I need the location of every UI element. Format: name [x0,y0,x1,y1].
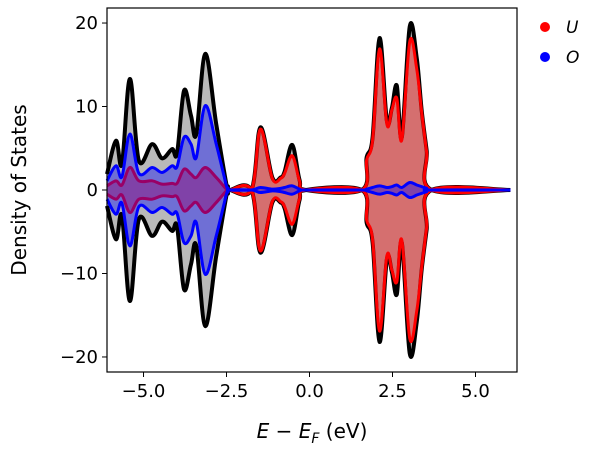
legend: U O [540,18,579,68]
x-label-sub: F [311,431,320,447]
x-axis-label: E − EF (eV) [257,419,368,447]
o-down-line [105,186,511,276]
y-tick-label: 0 [87,180,98,201]
plot-marks [105,21,511,359]
x-tick-label: −2.5 [205,381,249,402]
x-tick-label: 0.0 [295,381,324,402]
y-tick-label: 20 [75,13,98,34]
y-tick-label: −10 [60,263,98,284]
legend-marker-u [540,22,550,32]
series-u [106,37,511,343]
u-down-line [106,183,511,343]
u-up-fill [107,38,511,195]
o-up-fill [107,105,511,193]
series-o [105,104,511,276]
y-tick-label: −20 [60,347,98,368]
u-up-line [106,37,511,197]
x-tick-label: 5.0 [461,381,490,402]
legend-marker-o [540,52,550,62]
y-axis: 20 10 0 −10 −20 [60,13,107,368]
x-tick-label: −5.0 [122,381,166,402]
x-axis: −5.0 −2.5 0.0 2.5 5.0 [122,372,490,402]
o-down-fill [107,187,511,275]
legend-label-u: U [566,18,579,38]
o-up-line [105,104,511,194]
u-down-fill [107,185,511,342]
y-tick-label: 10 [75,97,98,118]
x-tick-label: 2.5 [378,381,407,402]
y-axis-label: Density of States [7,104,31,275]
x-label-main: E − E [257,419,312,443]
legend-label-o: O [566,48,579,68]
x-label-unit: (eV) [319,419,367,443]
